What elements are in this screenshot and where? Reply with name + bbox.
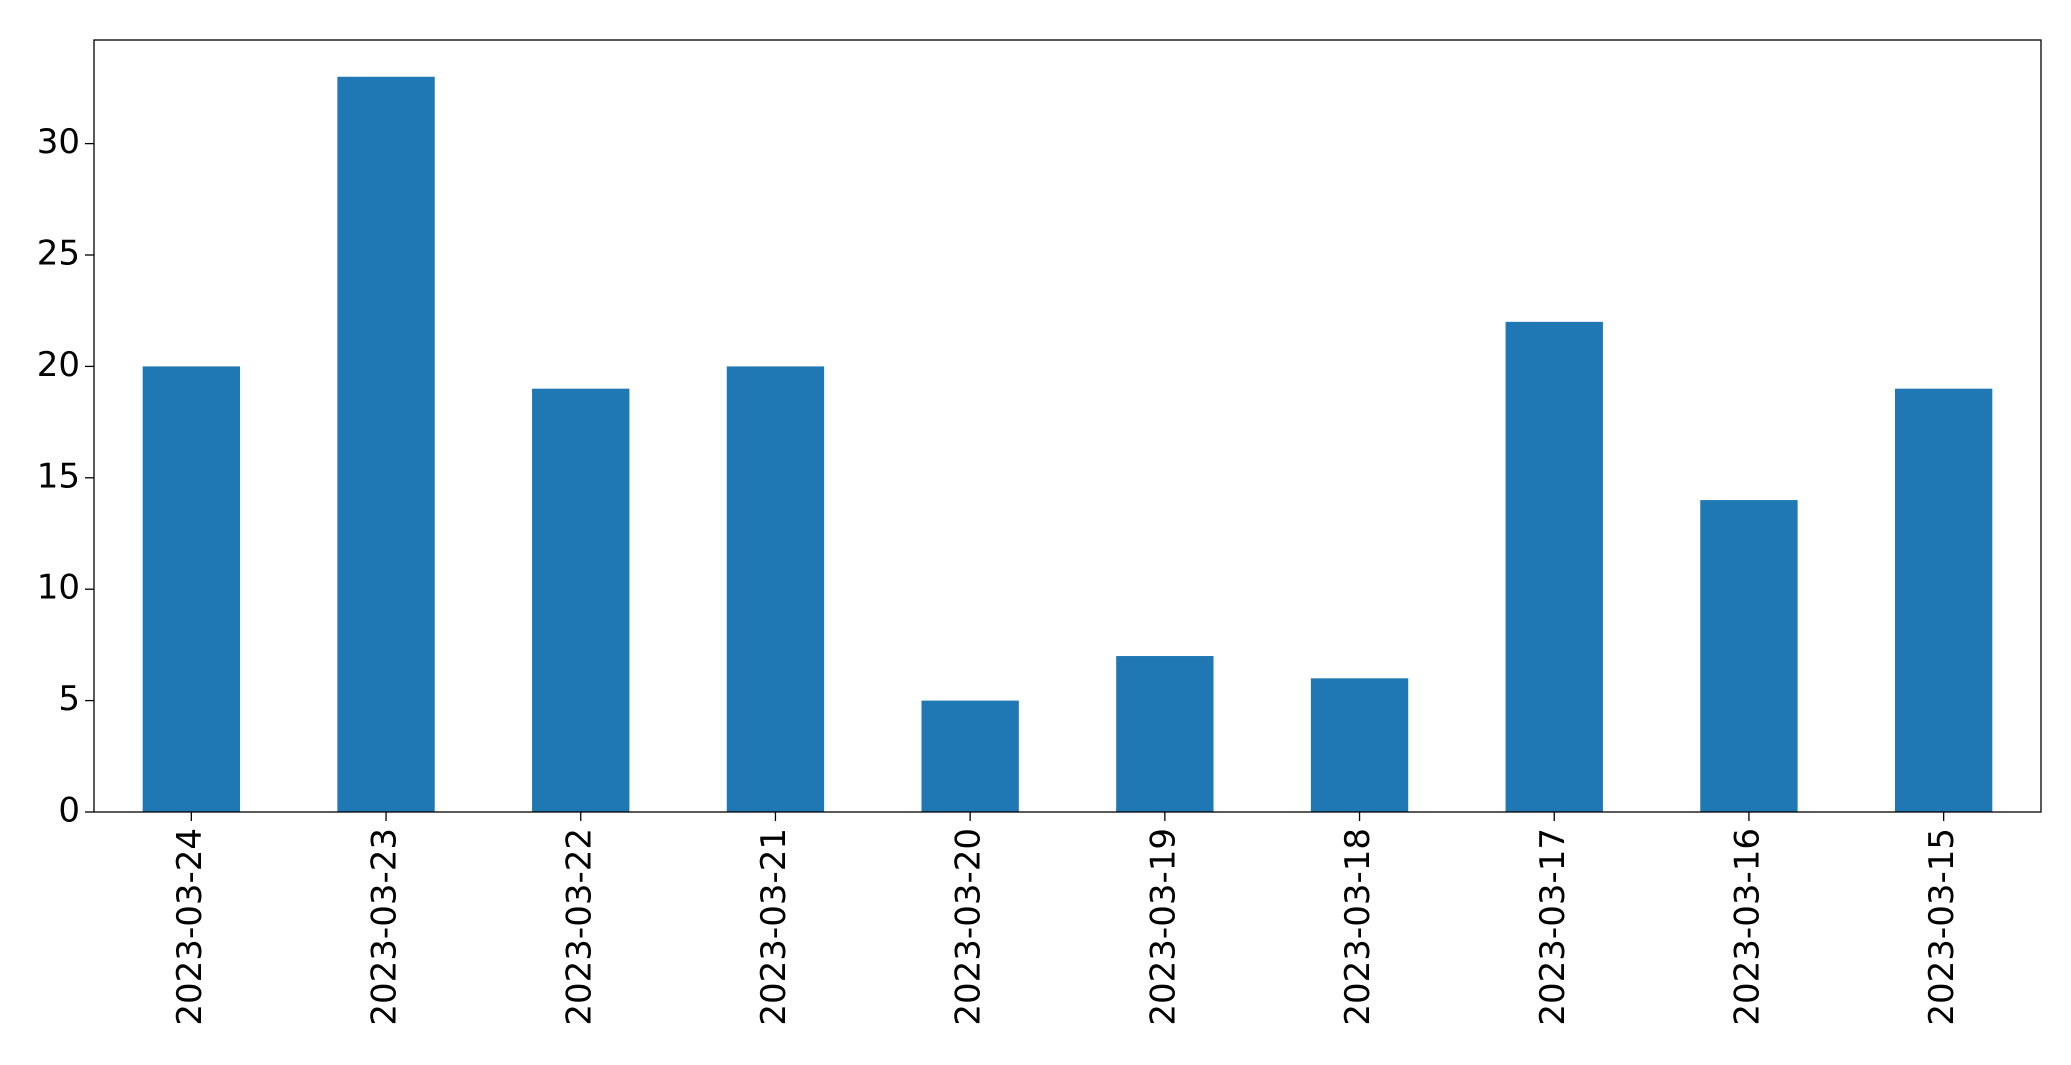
plot-frame	[93, 39, 2042, 813]
x-tick-label: 2023-03-15	[1922, 828, 1962, 1026]
x-tick-label: 2023-03-18	[1338, 828, 1378, 1026]
y-tick-label: 30	[37, 122, 80, 162]
bar	[1116, 656, 1214, 812]
y-tick-label: 25	[37, 234, 80, 274]
y-tick-label: 15	[37, 456, 80, 496]
bar	[1894, 388, 1993, 812]
x-tick-label: 2023-03-20	[949, 828, 989, 1026]
x-tick-label: 2023-03-17	[1533, 828, 1573, 1026]
bar	[337, 76, 435, 812]
x-tick-label: 2023-03-16	[1727, 828, 1767, 1026]
y-tick-label: 10	[37, 568, 80, 608]
x-tick-label: 2023-03-23	[365, 828, 405, 1026]
x-tick-label: 2023-03-21	[754, 828, 794, 1026]
bar	[921, 700, 1019, 812]
bar	[1310, 678, 1409, 812]
x-tick-label: 2023-03-24	[170, 828, 210, 1026]
bar	[532, 388, 630, 812]
y-tick-label: 20	[37, 345, 80, 385]
x-tick-label: 2023-03-22	[559, 828, 599, 1026]
bar	[1505, 321, 1603, 812]
bar	[726, 366, 825, 812]
x-tick-label: 2023-03-19	[1143, 828, 1183, 1026]
y-tick-label: 0	[58, 791, 80, 831]
bar	[142, 366, 241, 812]
bar	[1700, 500, 1798, 812]
y-tick-label: 5	[58, 679, 80, 719]
